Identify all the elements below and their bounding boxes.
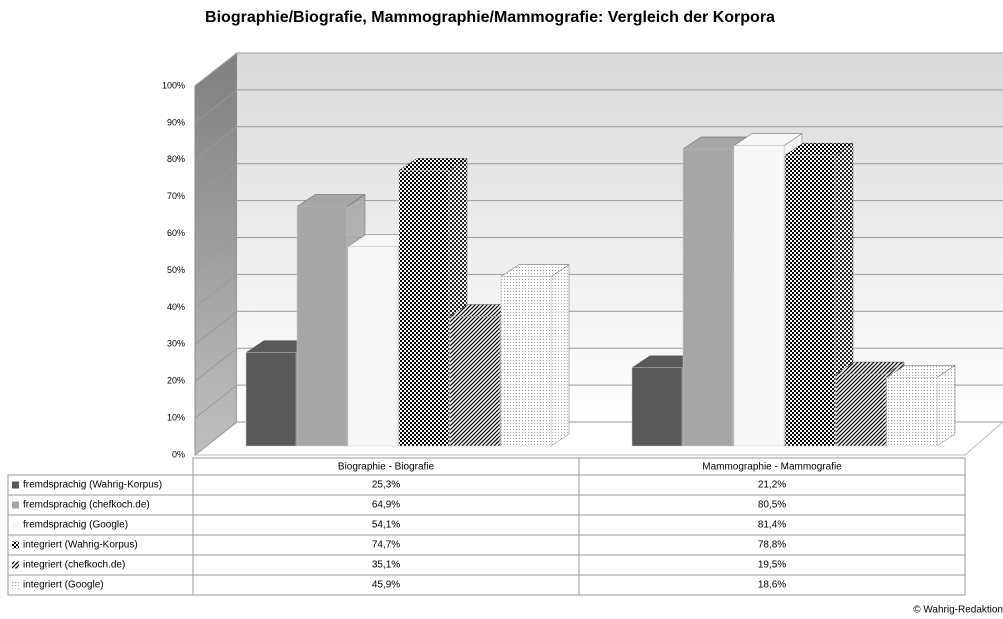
legend-swatch — [12, 561, 19, 569]
bar-front — [631, 367, 683, 447]
grid-line-side — [194, 384, 238, 419]
value-label: 21,2% — [758, 480, 786, 491]
legend-label: fremdsprachig (Wahrig-Korpus) — [23, 480, 162, 491]
y-tick-label: 100% — [162, 80, 185, 90]
value-label: 80,5% — [758, 500, 786, 511]
grid-line-side — [194, 421, 238, 456]
legend-label: fremdsprachig (chefkoch.de) — [23, 500, 150, 511]
bar-front — [886, 377, 938, 447]
legend-swatch — [12, 581, 19, 589]
bar-side — [936, 364, 956, 447]
grid-line-side — [194, 347, 238, 382]
footer: © Wahrig-Redaktion — [913, 605, 1003, 616]
category-label: Biographie - Biografie — [338, 462, 435, 473]
chart-title: Biographie/Biografie, Mammographie/Mammo… — [205, 9, 775, 26]
bar-front — [347, 246, 399, 447]
legend-swatch — [12, 541, 19, 549]
bar-front — [835, 373, 887, 447]
grid-line-side — [194, 274, 238, 308]
legend-swatch — [12, 501, 19, 509]
bar — [784, 142, 854, 447]
value-label: 78,8% — [758, 540, 786, 551]
y-tick-label: 0% — [172, 449, 185, 459]
grid-line-side — [194, 52, 238, 87]
y-tick-label: 30% — [167, 339, 185, 349]
bar-front — [682, 148, 734, 447]
grid-line-side — [194, 310, 238, 345]
bar-front — [245, 352, 297, 447]
y-tick-label: 70% — [167, 191, 185, 201]
legend-swatch — [12, 481, 19, 489]
grid-line-side — [194, 200, 238, 234]
value-label: 74,7% — [372, 540, 400, 551]
bar — [500, 264, 570, 447]
value-label: 45,9% — [372, 580, 400, 591]
bar — [886, 364, 956, 447]
y-tick-label: 10% — [167, 412, 185, 422]
category-label: Mammographie - Mammografie — [702, 462, 842, 473]
y-tick-label: 80% — [167, 154, 185, 164]
value-label: 35,1% — [372, 560, 400, 571]
data-table — [7, 457, 966, 596]
legend-label: integriert (Wahrig-Korpus) — [23, 540, 138, 551]
legend-label: fremdsprachig (Google) — [23, 520, 128, 531]
value-label: 81,4% — [758, 520, 786, 531]
grid-line-side — [194, 89, 238, 124]
grid-line-side — [194, 237, 238, 271]
bar-front — [398, 170, 450, 447]
bar-side — [550, 264, 570, 447]
grid-line-side — [194, 163, 238, 198]
bar-front — [449, 316, 501, 447]
y-tick-label: 90% — [167, 117, 185, 127]
value-label: 64,9% — [372, 500, 400, 511]
bar-front — [784, 154, 836, 447]
y-tick-label: 20% — [167, 376, 185, 386]
legend-label: integriert (Google) — [23, 580, 104, 591]
bar-front — [296, 206, 348, 447]
value-label: 25,3% — [372, 480, 400, 491]
legend-swatch — [12, 521, 19, 529]
bar-front — [733, 145, 785, 447]
grid-line-side — [194, 126, 238, 161]
legend-label: integriert (chefkoch.de) — [23, 560, 125, 571]
value-label: 19,5% — [758, 560, 786, 571]
value-label: 18,6% — [758, 580, 786, 591]
y-tick-label: 60% — [167, 228, 185, 238]
y-tick-label: 40% — [167, 302, 185, 312]
value-label: 54,1% — [372, 520, 400, 531]
bar-front — [500, 276, 552, 447]
y-tick-label: 50% — [167, 265, 185, 275]
